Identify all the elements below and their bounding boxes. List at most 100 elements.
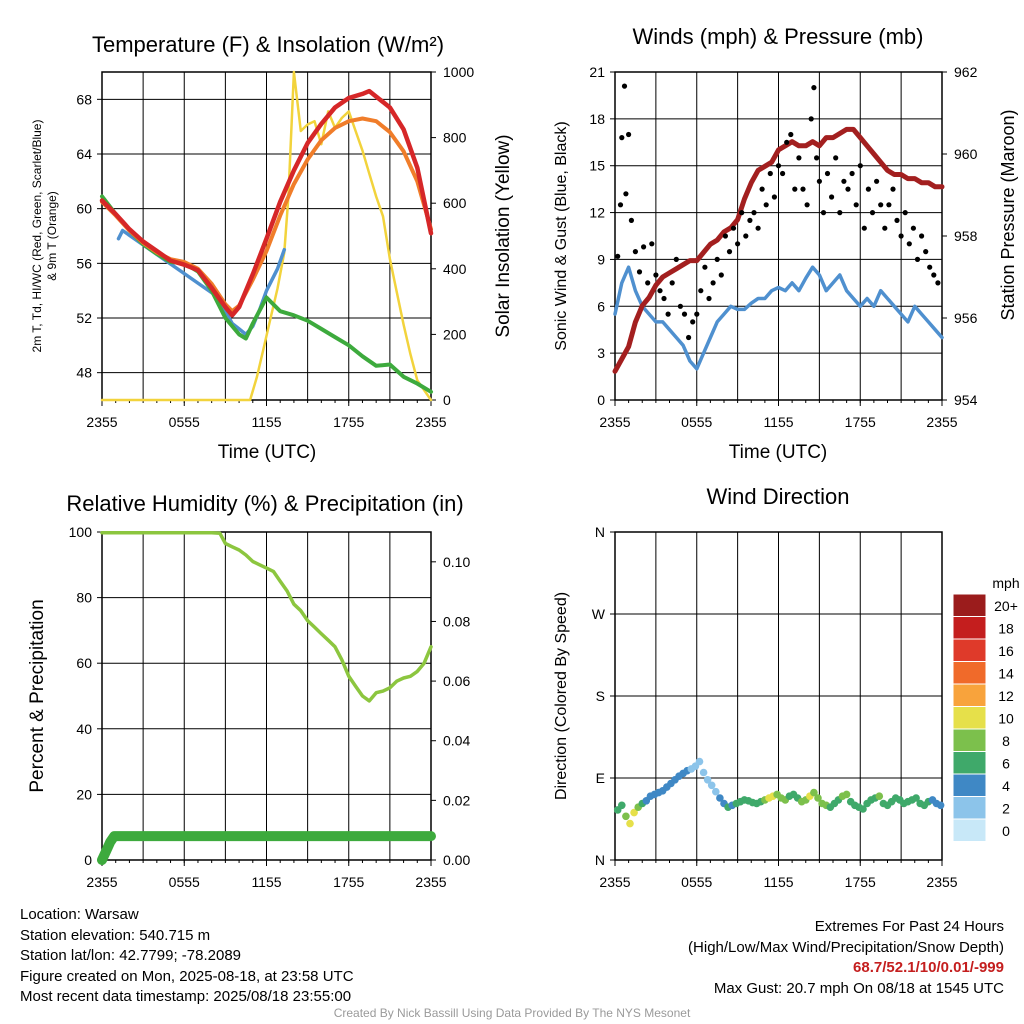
y2-tick-label: 0.10 — [443, 554, 470, 570]
winds-xlabel: Time (UTC) — [729, 442, 828, 463]
gust-point — [653, 272, 659, 278]
y-tick-label: N — [595, 852, 605, 868]
y2-tick-label: 0.04 — [443, 733, 470, 749]
humidity-title: Relative Humidity (%) & Precipitation (i… — [66, 491, 463, 516]
gust-point — [861, 225, 867, 231]
colorbar-label: 0 — [1002, 823, 1010, 839]
colorbar-swatch — [952, 751, 987, 775]
x-tick-label: 0555 — [169, 414, 200, 430]
gust-point — [833, 155, 839, 161]
x-tick-label: 2355 — [926, 414, 957, 430]
gust-point — [710, 280, 716, 286]
direction-point — [712, 787, 720, 796]
colorbar-label: 20+ — [994, 598, 1018, 614]
direction-point — [936, 801, 945, 810]
gust-point — [681, 311, 688, 317]
gust-point — [853, 202, 859, 208]
x-tick-label: 1755 — [845, 874, 876, 890]
station-info: Location: Warsaw Station elevation: 540.… — [20, 905, 354, 1008]
winds-chart: Winds (mph) & Pressure (mb) Time (UTC) S… — [553, 24, 1018, 463]
y-tick-label: 100 — [69, 524, 93, 540]
x-tick-label: 2355 — [86, 414, 117, 430]
x-tick-label: 1155 — [763, 874, 793, 890]
x-tick-label: 0555 — [681, 874, 712, 890]
gust-point — [931, 272, 937, 278]
gust-point — [730, 225, 737, 231]
colorbar-label: 2 — [1002, 801, 1010, 817]
gust-point — [845, 186, 851, 192]
y-tick-label: 60 — [76, 201, 92, 217]
y-tick-label: 48 — [76, 365, 92, 381]
gust-point — [780, 170, 786, 177]
recent-timestamp: Most recent data timestamp: 2025/08/18 2… — [20, 988, 352, 1005]
direction-point — [695, 757, 704, 766]
gust-point — [865, 186, 872, 192]
y2-tick-label: 960 — [954, 146, 978, 162]
y2-tick-label: 0.06 — [443, 673, 470, 689]
plot-border — [614, 71, 943, 401]
colorbar-swatch — [952, 616, 987, 640]
y-tick-label: 40 — [76, 721, 92, 737]
gust-point — [816, 178, 823, 184]
gust-point — [645, 280, 651, 286]
humidity-series — [100, 530, 433, 703]
direction-point — [630, 808, 638, 817]
direction-point — [912, 794, 920, 802]
direction-point — [707, 781, 716, 790]
max-gust: Max Gust: 20.7 mph On 08/18 at 1545 UTC — [713, 979, 1004, 997]
gust-point — [623, 191, 629, 197]
gust-point — [914, 256, 921, 262]
gust-point — [763, 202, 769, 208]
direction-title: Wind Direction — [706, 484, 849, 509]
gust-point — [927, 264, 933, 270]
temperature-chart: Temperature (F) & Insolation (W/m²) Time… — [30, 32, 514, 463]
gust-point — [841, 178, 847, 184]
gust-point — [722, 233, 729, 239]
gust-point — [735, 241, 741, 247]
gust-point — [632, 249, 639, 255]
gust-point — [706, 295, 712, 302]
y-tick-label: S — [596, 688, 605, 704]
colorbar-swatch — [952, 638, 987, 662]
winds-title: Winds (mph) & Pressure (mb) — [633, 24, 924, 49]
gust-point — [811, 85, 817, 91]
gust-point — [894, 217, 900, 223]
x-tick-label: 2355 — [415, 874, 446, 890]
x-tick-label: 2355 — [599, 874, 630, 890]
pressure-series — [612, 126, 945, 374]
y-tick-label: 6 — [597, 298, 605, 314]
y2-tick-label: 0.02 — [443, 792, 470, 808]
y2-tick-label: 0 — [443, 392, 451, 408]
gust-point — [878, 202, 884, 208]
colorbar-label: 12 — [998, 688, 1014, 704]
wind-chill-series — [116, 228, 287, 337]
x-tick-label: 1755 — [845, 414, 876, 430]
gust-point — [621, 83, 628, 89]
gust-point — [615, 253, 621, 259]
y-tick-label: 15 — [589, 158, 605, 174]
colorbar-swatch — [952, 706, 987, 730]
gust-point — [636, 269, 643, 275]
figure-created: Figure created on Mon, 2025-08-18, at 23… — [20, 967, 354, 985]
direction-point — [716, 794, 724, 802]
gust-point — [759, 186, 765, 192]
gust-point — [910, 225, 917, 231]
gust-point — [824, 170, 831, 177]
y-tick-label: 64 — [76, 146, 92, 162]
temp-2m-series — [99, 88, 434, 318]
y-tick-label: 56 — [76, 255, 92, 271]
gust-point — [935, 280, 941, 286]
direction-point — [810, 788, 818, 797]
y-tick-label: 21 — [589, 64, 605, 80]
x-tick-label: 2355 — [415, 414, 446, 430]
gust-point — [869, 210, 876, 216]
y-tick-label: 80 — [76, 590, 92, 606]
gust-point — [665, 311, 671, 317]
colorbar-swatch — [952, 796, 987, 820]
gust-point — [886, 202, 892, 208]
gust-point — [882, 225, 888, 231]
gust-point — [628, 217, 635, 223]
y-tick-label: 9 — [597, 251, 605, 267]
gust-point — [669, 280, 675, 286]
extremes-info: Extremes For Past 24 Hours (High/Low/Max… — [688, 917, 1004, 999]
